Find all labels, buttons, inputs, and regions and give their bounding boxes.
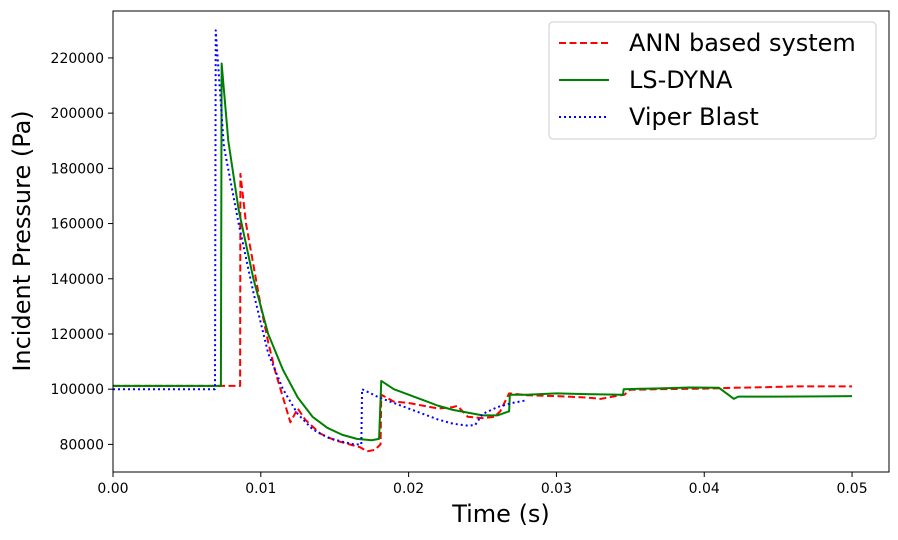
plot-frame [112,10,890,473]
x-tick-label: 0.03 [541,481,572,497]
x-tick-label: 0.05 [836,481,867,497]
y-tick-label: 180000 [51,161,104,177]
y-tick-label: 200000 [51,106,104,122]
y-axis-label: Incident Pressure (Pa) [8,110,36,371]
series-line-ann-based-system [113,172,853,453]
legend: ANN based system LS-DYNA Viper Blast [548,21,877,140]
x-axis: 0.00 0.01 0.02 0.03 0.04 0.05 [97,472,868,497]
x-tick-label: 0.01 [245,481,276,497]
y-tick-label: 220000 [51,51,104,67]
x-tick-label: 0.02 [393,481,424,497]
y-tick-label: 80000 [59,437,104,453]
y-tick-label: 160000 [51,217,104,233]
y-tick-label: 100000 [51,382,104,398]
legend-label: ANN based system [629,29,856,57]
y-tick-label: 120000 [51,327,104,343]
legend-label: Viper Blast [629,103,759,131]
x-axis-label: Time (s) [451,500,550,528]
legend-label: LS-DYNA [629,66,733,94]
x-tick-label: 0.04 [689,481,720,497]
series-line-ls-dyna [113,62,853,442]
y-tick-label: 140000 [51,272,104,288]
x-tick-label: 0.00 [97,481,128,497]
y-axis: 80000 100000 120000 140000 160000 180000 20000… [51,51,113,453]
series-line-viper-blast [113,29,528,446]
legend-frame [548,21,877,140]
